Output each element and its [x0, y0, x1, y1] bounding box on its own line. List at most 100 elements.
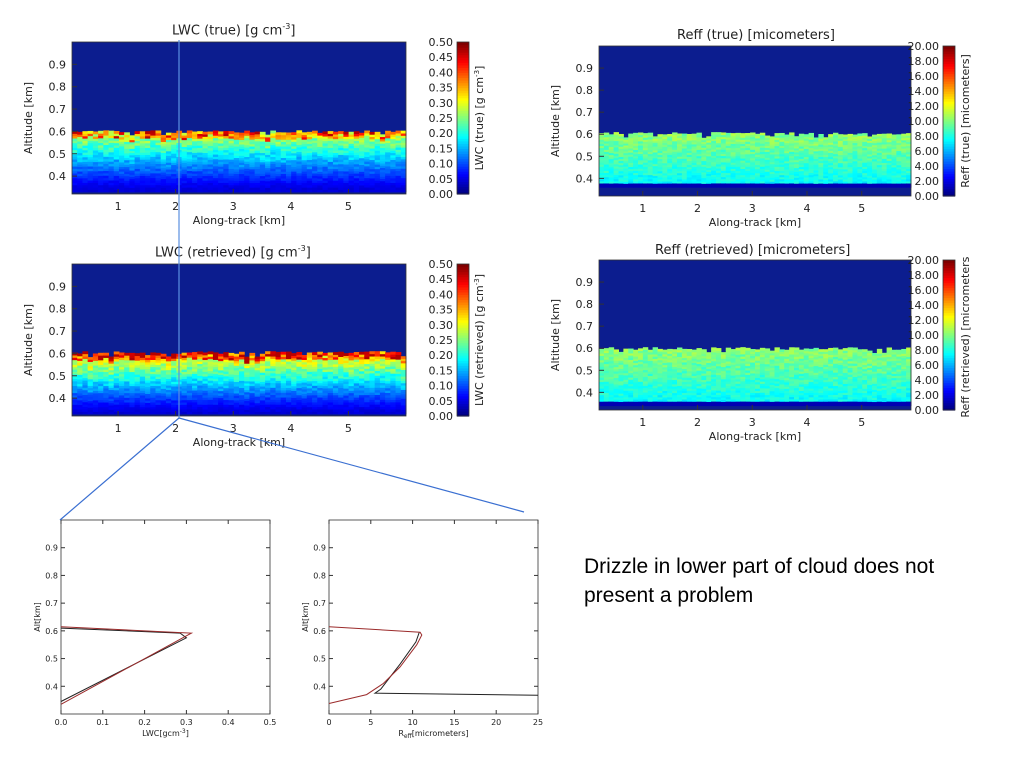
heatmap-cell: [296, 373, 303, 377]
heatmap-cell: [181, 366, 188, 370]
heatmap-cell: [139, 168, 146, 172]
heatmap-cell: [92, 358, 99, 361]
heatmap-cell: [145, 135, 151, 139]
heatmap-cell: [285, 368, 292, 372]
heatmap-cell: [755, 174, 761, 178]
heatmap-cell: [312, 373, 318, 377]
heatmap-cell: [124, 182, 130, 186]
heatmap-cell: [755, 146, 761, 149]
heatmap-cell: [98, 402, 104, 405]
heatmap-cell: [202, 371, 209, 375]
heatmap-cell: [212, 366, 219, 370]
heatmap-cell: [233, 143, 240, 147]
heatmap-cell: [833, 162, 839, 165]
heatmap-cell: [244, 175, 250, 179]
heatmap-cell: [218, 156, 224, 160]
heatmap-cell: [291, 353, 297, 356]
heatmap-cell: [223, 382, 230, 386]
heatmap-cell: [348, 402, 355, 405]
heatmap-cell: [82, 184, 89, 188]
heatmap-cell: [280, 351, 287, 355]
heatmap-cell: [285, 141, 292, 145]
heatmap-cell: [764, 175, 771, 178]
heatmap-cell: [317, 166, 323, 170]
heatmap-cell: [192, 397, 198, 401]
heatmap-cell: [312, 187, 318, 190]
heatmap-cell: [113, 387, 120, 391]
heatmap-cell: [192, 161, 198, 165]
colorbar-segment: [457, 186, 469, 190]
heatmap-cell: [92, 175, 99, 179]
heatmap-cell: [720, 168, 727, 171]
heatmap-cell: [750, 176, 756, 180]
heatmap-cell: [285, 159, 292, 163]
heatmap-cell: [711, 157, 717, 161]
heatmap-cell: [207, 161, 214, 165]
heatmap-cell: [327, 156, 334, 160]
heatmap-cell: [275, 132, 282, 136]
heatmap-cell: [202, 159, 209, 163]
heatmap-cell: [244, 378, 250, 382]
heatmap-cell: [223, 359, 230, 363]
heatmap-cell: [254, 396, 261, 399]
heatmap-cell: [171, 372, 177, 375]
heatmap-cell: [322, 140, 329, 144]
heatmap-cell: [395, 144, 402, 148]
heatmap-cell: [379, 143, 386, 146]
heatmap-cell: [129, 165, 136, 169]
heatmap-cell: [160, 390, 167, 394]
heatmap-cell: [711, 151, 717, 154]
heatmap-cell: [155, 380, 162, 384]
heatmap-cell: [306, 380, 313, 384]
heatmap-cell: [857, 152, 863, 155]
heatmap-cell: [207, 168, 214, 172]
heatmap-cell: [338, 140, 344, 144]
heatmap-cell: [750, 157, 756, 161]
heatmap-cell: [906, 176, 912, 180]
heatmap-cell: [599, 145, 605, 149]
heatmap-cell: [197, 189, 203, 193]
heatmap-cell: [896, 185, 902, 188]
heatmap-cell: [730, 151, 736, 155]
heatmap-cell: [867, 157, 873, 161]
heatmap-cell: [852, 140, 858, 144]
heatmap-cell: [228, 362, 235, 366]
heatmap-cell: [691, 185, 697, 188]
heatmap-cell: [332, 390, 339, 393]
heatmap-cell: [244, 168, 250, 172]
heatmap-cell: [332, 173, 339, 177]
heatmap-cell: [207, 170, 214, 174]
y-tick-label: 0.8: [49, 81, 67, 94]
heatmap-cell: [395, 163, 402, 167]
heatmap-cell: [353, 149, 360, 153]
heatmap-cell: [197, 138, 203, 141]
heatmap-cell: [312, 170, 318, 174]
heatmap-cell: [113, 170, 120, 174]
heatmap-cell: [891, 140, 897, 144]
colorbar-segment: [457, 143, 469, 147]
heatmap-cell: [249, 395, 256, 398]
heatmap-cell: [259, 395, 266, 399]
heatmap-cell: [338, 152, 344, 155]
heatmap-cell: [134, 152, 141, 155]
heatmap-cell: [186, 149, 193, 153]
heatmap-cell: [265, 172, 271, 175]
heatmap-cell: [779, 141, 785, 144]
heatmap-cell: [113, 140, 120, 144]
heatmap-cell: [192, 177, 198, 181]
heatmap-cell: [677, 147, 683, 151]
heatmap-cell: [338, 166, 344, 169]
heatmap-cell: [813, 164, 819, 167]
heatmap-cell: [275, 150, 282, 154]
heatmap-cell: [603, 185, 610, 188]
heatmap-cell: [124, 376, 130, 380]
heatmap-cell: [82, 389, 89, 393]
heatmap-cell: [623, 183, 629, 186]
colorbar-segment: [457, 128, 469, 132]
heatmap-cell: [98, 385, 104, 389]
heatmap-cell: [301, 409, 308, 413]
heatmap-cell: [312, 189, 318, 193]
heatmap-cell: [798, 141, 805, 145]
heatmap-cell: [249, 139, 256, 142]
heatmap-cell: [312, 411, 318, 415]
